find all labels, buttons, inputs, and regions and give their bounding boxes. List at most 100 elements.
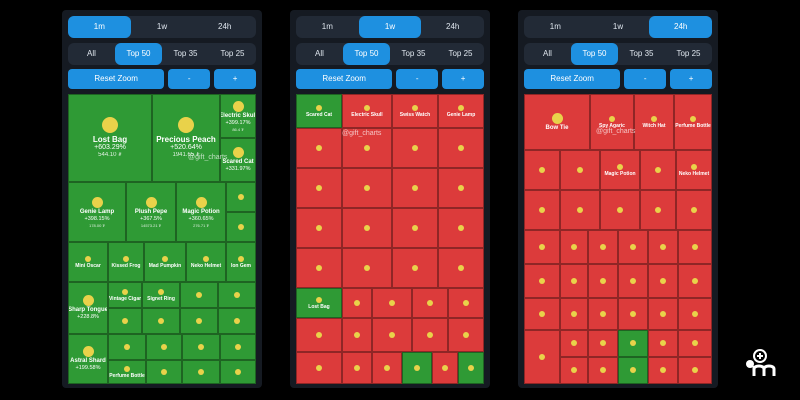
treemap-tile[interactable] <box>342 352 372 384</box>
treemap-tile[interactable] <box>182 360 220 384</box>
treemap-tile[interactable] <box>142 308 180 334</box>
zoom-out-button[interactable]: - <box>396 69 439 89</box>
treemap-tile[interactable] <box>438 208 484 248</box>
treemap-tile[interactable] <box>524 150 560 190</box>
filter-all[interactable]: All <box>543 49 552 58</box>
treemap-tile[interactable] <box>648 298 678 330</box>
reset-zoom-button[interactable]: Reset Zoom <box>524 69 621 89</box>
treemap-tile[interactable] <box>342 288 372 318</box>
timeframe-1m[interactable]: 1m <box>68 16 131 38</box>
treemap-tile[interactable] <box>560 298 588 330</box>
treemap-tile[interactable] <box>392 128 438 168</box>
treemap-tile[interactable] <box>108 308 142 334</box>
treemap-tile[interactable] <box>588 230 618 264</box>
treemap-tile[interactable] <box>618 230 648 264</box>
timeframe-1w[interactable]: 1w <box>156 22 168 31</box>
treemap-tile[interactable] <box>220 360 256 384</box>
filter-all[interactable]: All <box>315 49 324 58</box>
treemap-tile[interactable]: Astral Shard +199.58% <box>68 334 108 384</box>
treemap-tile[interactable] <box>342 248 392 288</box>
filter-top-25[interactable]: Top 25 <box>220 49 245 58</box>
treemap-tile[interactable] <box>648 264 678 298</box>
treemap-tile[interactable] <box>618 357 648 384</box>
filter-top-35[interactable]: Top 35 <box>173 49 198 58</box>
filter-top-50[interactable]: Top 50 <box>115 43 162 65</box>
filter-top-50[interactable]: Top 50 <box>571 43 618 65</box>
treemap-tile[interactable] <box>220 334 256 360</box>
treemap-tile[interactable]: Signet Ring <box>142 282 180 308</box>
treemap-tile[interactable]: Perfume Bottle <box>108 360 146 384</box>
treemap-tile[interactable] <box>560 264 588 298</box>
treemap-tile[interactable]: Ion Gem <box>226 242 256 282</box>
zoom-in-button[interactable]: + <box>670 69 712 89</box>
timeframe-1w[interactable]: 1w <box>358 16 422 38</box>
treemap-tile[interactable] <box>678 298 712 330</box>
treemap-tile[interactable] <box>458 352 484 384</box>
reset-zoom-button[interactable]: Reset Zoom <box>68 69 165 89</box>
treemap-tile[interactable]: Kissed Frog <box>108 242 144 282</box>
treemap-tile[interactable] <box>524 230 560 264</box>
treemap-tile[interactable] <box>588 298 618 330</box>
treemap-tile[interactable] <box>678 230 712 264</box>
timeframe-1m[interactable]: 1m <box>321 22 333 31</box>
treemap-tile[interactable] <box>296 352 342 384</box>
treemap-tile[interactable]: Mini Oscar <box>68 242 108 282</box>
treemap-tile[interactable] <box>296 128 342 168</box>
treemap-tile[interactable] <box>296 248 342 288</box>
treemap-tile[interactable] <box>342 208 392 248</box>
filter-top-25[interactable]: Top 25 <box>448 49 473 58</box>
treemap-tile[interactable]: Vintage Cigar <box>108 282 142 308</box>
treemap-tile[interactable] <box>678 264 712 298</box>
treemap-tile[interactable] <box>618 330 648 357</box>
treemap-tile[interactable] <box>438 168 484 208</box>
treemap-tile[interactable] <box>146 360 182 384</box>
treemap-tile[interactable] <box>600 190 640 230</box>
treemap-tile[interactable] <box>524 264 560 298</box>
treemap-tile[interactable] <box>648 330 678 357</box>
treemap-tile[interactable]: Sharp Tongue +228.8% <box>68 282 108 334</box>
treemap-tile[interactable]: Magic Potion +360.65% 276.71 ₮ <box>176 182 226 242</box>
treemap-tile[interactable] <box>342 128 392 168</box>
treemap-tile[interactable] <box>560 330 588 357</box>
treemap-tile[interactable] <box>218 282 256 308</box>
treemap-tile[interactable] <box>588 357 618 384</box>
treemap-tile[interactable] <box>588 330 618 357</box>
treemap-tile[interactable] <box>618 264 648 298</box>
treemap-tile[interactable] <box>226 182 256 212</box>
treemap-tile[interactable]: Lost Bag <box>296 288 342 318</box>
timeframe-24h[interactable]: 24h <box>218 22 232 31</box>
treemap-tile[interactable] <box>108 334 146 360</box>
zoom-in-button[interactable]: + <box>214 69 256 89</box>
treemap-tile[interactable] <box>448 318 484 352</box>
treemap-tile[interactable]: Scared Cat <box>296 94 342 128</box>
treemap-tile[interactable] <box>648 230 678 264</box>
treemap-tile[interactable] <box>588 264 618 298</box>
treemap-tile[interactable] <box>226 212 256 242</box>
treemap-tile[interactable] <box>392 248 438 288</box>
filter-top-25[interactable]: Top 25 <box>676 49 701 58</box>
reset-zoom-button[interactable]: Reset Zoom <box>296 69 393 89</box>
treemap-tile[interactable]: Precious Peach +520.64% 1941.65 ₮ <box>152 94 220 182</box>
treemap-tile[interactable] <box>402 352 432 384</box>
treemap-tile[interactable] <box>524 298 560 330</box>
treemap-tile[interactable] <box>392 208 438 248</box>
treemap-tile[interactable] <box>180 308 218 334</box>
treemap-tile[interactable]: Genie Lamp +398.15% 178.00 ₮ <box>68 182 126 242</box>
zoom-in-button[interactable]: + <box>442 69 484 89</box>
treemap-tile[interactable] <box>560 190 600 230</box>
treemap-tile[interactable] <box>524 330 560 384</box>
filter-top-50[interactable]: Top 50 <box>343 43 390 65</box>
treemap-tile[interactable] <box>678 357 712 384</box>
treemap-tile[interactable]: Lost Bag +603.29% 544.10 ₮ <box>68 94 152 182</box>
treemap-tile[interactable]: Mad Pumpkin <box>144 242 186 282</box>
treemap-tile[interactable] <box>432 352 458 384</box>
treemap-tile[interactable] <box>618 298 648 330</box>
treemap-tile[interactable] <box>560 230 588 264</box>
treemap-tile[interactable]: Perfume Bottle <box>674 94 712 150</box>
treemap-tile[interactable]: Bow Tie <box>524 94 590 150</box>
treemap-tile[interactable]: Neko Helmet <box>186 242 226 282</box>
treemap-tile[interactable] <box>640 150 676 190</box>
treemap-tile[interactable] <box>676 190 712 230</box>
treemap-tile[interactable] <box>438 128 484 168</box>
treemap-tile[interactable] <box>392 168 438 208</box>
